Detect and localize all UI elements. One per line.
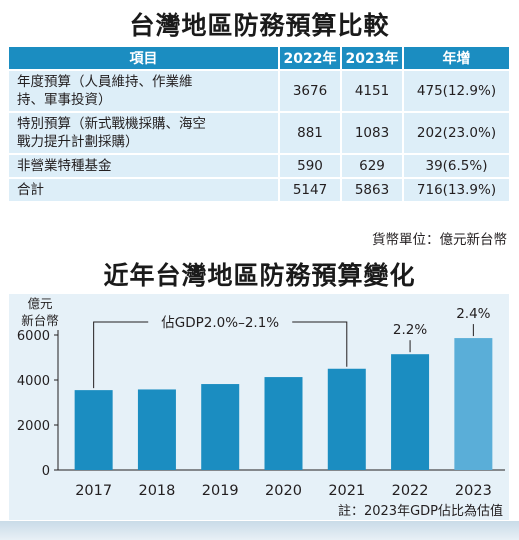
point-label-2022: 2.2%: [393, 322, 427, 338]
row-2023: 4151: [340, 69, 403, 112]
x-tick-label-2019: 2019: [202, 483, 239, 499]
row-item-line1: 年度預算（人員維持、作業維: [17, 74, 193, 90]
chart-title: 近年台灣地區防務預算變化: [103, 261, 416, 290]
row-2022: 881: [278, 111, 341, 154]
x-tick-label-2023: 2023: [455, 483, 492, 499]
table-header-row: 項目 2022年 2023年 年增: [9, 47, 509, 70]
budget-table: 項目 2022年 2023年 年增 年度預算（人員維持、作業維 持、軍事投資） 3…: [9, 47, 509, 201]
y-tick-label: 0: [42, 464, 50, 479]
row-2023: 5863: [340, 177, 403, 201]
header-item: 項目: [9, 47, 279, 70]
chart-footnote: 註：2023年GDP佔比為估值: [337, 504, 503, 519]
row-change: 475(12.9%): [402, 69, 509, 112]
y-tick-label: 6000: [17, 329, 50, 344]
footer-band: [0, 521, 519, 540]
header-change: 年增: [402, 47, 509, 70]
table-title: 台灣地區防務預算比較: [129, 11, 390, 40]
row-2023: 1083: [340, 111, 403, 154]
bar-2020: [264, 377, 303, 470]
row-change: 716(13.9%): [402, 177, 509, 201]
header-2023: 2023年: [340, 47, 403, 70]
row-change: 202(23.0%): [402, 111, 509, 154]
row-item-line2: 持、軍事投資）: [17, 92, 112, 108]
x-tick-label-2018: 2018: [138, 483, 175, 499]
bar-2018: [137, 389, 176, 470]
y-axis-label-line1: 億元: [27, 296, 52, 311]
row-2022: 590: [278, 153, 341, 178]
table-row: 非營業特種基金 590 629 39(6.5%): [9, 153, 509, 178]
row-2022: 3676: [278, 69, 341, 112]
row-item-line1: 特別預算（新式戰機採購、海空: [17, 116, 206, 132]
bracket-left: [93, 321, 149, 389]
bracket-right: [292, 321, 348, 367]
row-change: 39(6.5%): [402, 153, 509, 178]
header-2022: 2022年: [278, 47, 341, 70]
bar-2022: [391, 354, 430, 470]
x-tick-label-2022: 2022: [392, 483, 429, 499]
bar-2023: [454, 338, 493, 470]
row-item: 年度預算（人員維持、作業維 持、軍事投資）: [9, 69, 279, 112]
row-2022: 5147: [278, 177, 341, 201]
row-item-line2: 戰力提升計劃採購）: [17, 134, 139, 150]
row-item: 非營業特種基金: [9, 153, 279, 178]
row-item: 合計: [9, 177, 279, 201]
bar-2019: [201, 384, 240, 470]
point-label-2023: 2.4%: [456, 306, 490, 322]
bar-2021: [327, 368, 366, 470]
row-item: 特別預算（新式戰機採購、海空 戰力提升計劃採購）: [9, 111, 279, 154]
row-2023: 629: [340, 153, 403, 178]
y-tick-label: 2000: [17, 419, 50, 434]
table-row: 特別預算（新式戰機採購、海空 戰力提升計劃採購） 881 1083 202(23.…: [9, 111, 509, 154]
table-row-total: 合計 5147 5863 716(13.9%): [9, 177, 509, 201]
currency-unit-note: 貨幣單位：億元新台幣: [372, 232, 507, 248]
x-tick-label-2020: 2020: [265, 483, 302, 499]
x-tick-label-2021: 2021: [328, 483, 365, 499]
x-tick-label-2017: 2017: [75, 483, 112, 499]
y-tick-label: 4000: [17, 374, 50, 389]
table-row: 年度預算（人員維持、作業維 持、軍事投資） 3676 4151 475(12.9%…: [9, 69, 509, 112]
y-axis-label-line2: 新台幣: [21, 313, 59, 328]
bracket-label: 佔GDP2.0%–2.1%: [161, 315, 279, 331]
bar-2017: [74, 390, 113, 470]
